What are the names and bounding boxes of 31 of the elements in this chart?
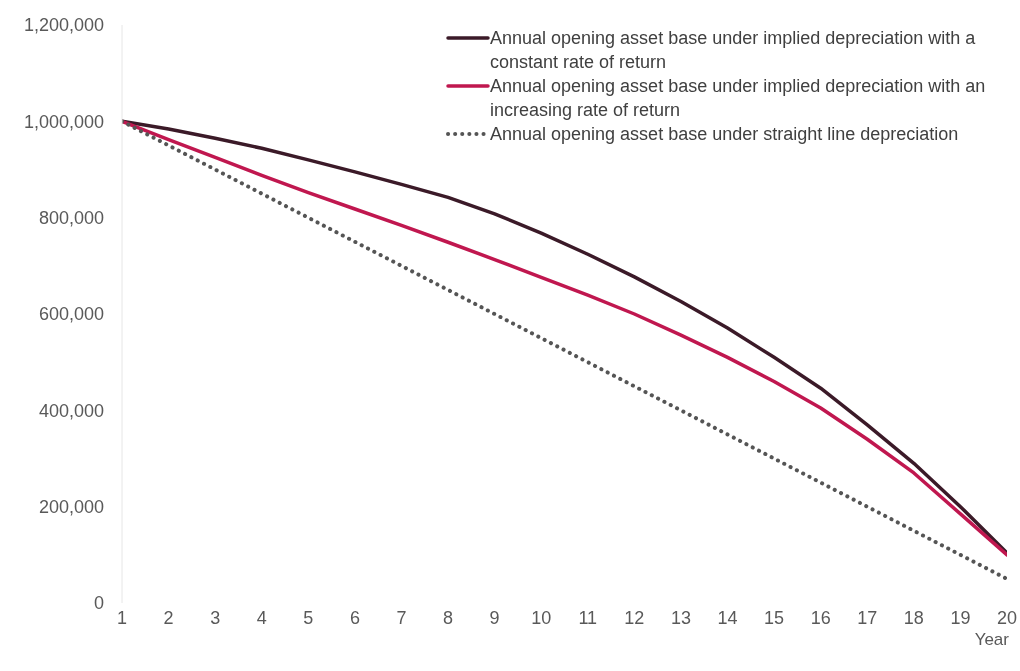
y-tick-label: 1,000,000 xyxy=(23,111,104,132)
x-tick-label: 12 xyxy=(624,607,645,628)
x-tick-label: 13 xyxy=(670,607,691,628)
x-tick-label: 14 xyxy=(717,607,738,628)
x-tick-label: 17 xyxy=(857,607,878,628)
x-axis-title: Year xyxy=(974,630,1010,649)
legend-label: Annual opening asset base under implied depreciation with an increasing rate of return xyxy=(490,75,987,122)
x-tick-label: 19 xyxy=(950,607,971,628)
x-tick-label: 8 xyxy=(443,607,454,628)
y-tick-label: 1,200,000 xyxy=(23,15,104,36)
x-tick-label: 10 xyxy=(531,607,552,628)
x-tick-label: 3 xyxy=(210,607,221,628)
x-tick-label: 5 xyxy=(303,607,314,628)
x-tick-label: 7 xyxy=(396,607,407,628)
legend-label: Annual opening asset base under straight line depreciation xyxy=(490,123,959,146)
y-tick-label: 800,000 xyxy=(38,208,104,229)
x-tick-label: 20 xyxy=(996,607,1018,628)
y-tick-label: 400,000 xyxy=(38,400,104,421)
x-tick-label: 2 xyxy=(163,607,174,628)
x-tick-label: 4 xyxy=(256,607,267,628)
x-tick-label: 15 xyxy=(764,607,785,628)
x-tick-label: 6 xyxy=(349,607,360,628)
x-tick-label: 1 xyxy=(116,607,128,628)
legend-label: Annual opening asset base under implied depreciation with a constant rate of return xyxy=(490,27,977,74)
y-tick-label: 0 xyxy=(93,593,104,614)
y-tick-label: 200,000 xyxy=(38,497,104,518)
x-tick-label: 11 xyxy=(578,607,598,628)
x-tick-label: 16 xyxy=(810,607,831,628)
y-tick-label: 600,000 xyxy=(38,304,104,325)
x-tick-label: 9 xyxy=(489,607,500,628)
x-tick-label: 18 xyxy=(903,607,924,628)
